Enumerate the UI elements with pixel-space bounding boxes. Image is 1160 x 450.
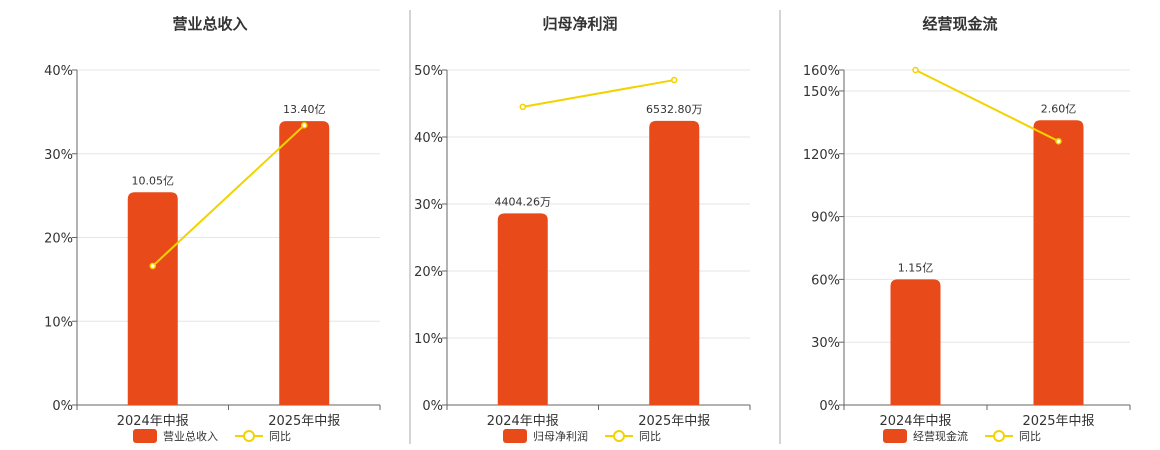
- yoy-point: [301, 122, 308, 129]
- legend-bar-swatch: [883, 429, 907, 443]
- legend-line-label: 同比: [1019, 430, 1041, 443]
- legend: 经营现金流 同比: [883, 429, 1041, 443]
- legend-bar-label: 营业总收入: [163, 429, 218, 443]
- bar-data-label: 6532.80万: [646, 103, 703, 116]
- bar: [497, 213, 548, 405]
- y-tick-label: 30%: [414, 198, 443, 213]
- y-tick-label: 120%: [803, 148, 840, 163]
- yoy-point: [671, 76, 678, 84]
- bar: [649, 120, 700, 406]
- x-category-label: 2025年中报: [268, 414, 340, 429]
- legend: 归母净利润 同比: [503, 429, 661, 443]
- chart-title: 营业总收入: [172, 15, 247, 33]
- y-tick-label: 0%: [422, 399, 443, 414]
- y-tick-label: 50%: [414, 64, 443, 79]
- yoy-point: [912, 66, 919, 74]
- y-tick-label: 40%: [44, 64, 73, 79]
- y-tick-label: 90%: [811, 211, 840, 226]
- yoy-line: [152, 124, 305, 267]
- chart-panel-2: 归母净利润 0% 10% 20% 30% 40% 50% 2024年中报 2025年中报 4404…: [409, 10, 751, 444]
- y-tick-label: 20%: [414, 265, 443, 280]
- bar-data-label: 13.40亿: [283, 103, 326, 116]
- legend: 营业总收入 同比: [133, 429, 291, 443]
- y-tick-label: 0%: [52, 399, 73, 414]
- legend-line-marker: [243, 430, 255, 442]
- legend-bar-swatch: [133, 429, 157, 443]
- x-category-label: 2024年中报: [487, 414, 559, 429]
- y-tick-label: 0%: [819, 399, 840, 414]
- legend-line-marker: [993, 430, 1005, 442]
- y-tick-label: 160%: [803, 64, 840, 79]
- chart-title: 经营现金流: [922, 15, 997, 33]
- y-tick-label: 30%: [44, 148, 73, 163]
- bar: [1033, 120, 1084, 405]
- bar: [279, 121, 330, 406]
- legend-bar-label: 经营现金流: [913, 429, 968, 443]
- y-tick-label: 10%: [44, 315, 73, 330]
- y-tick-label: 60%: [811, 273, 840, 288]
- y-tick-label: 30%: [811, 336, 840, 351]
- bar-data-label: 1.15亿: [898, 261, 934, 274]
- x-category-label: 2024年中报: [879, 414, 951, 429]
- yoy-line: [915, 69, 1059, 143]
- yoy-point: [149, 262, 156, 270]
- chart-panel-1: 营业总收入 0% 10% 20% 30% 40% 2024年中报 2025年中报 10.05亿 1…: [44, 15, 381, 443]
- legend-line-label: 同比: [639, 430, 661, 443]
- legend-bar-label: 归母净利润: [533, 429, 588, 443]
- y-tick-label: 10%: [414, 332, 443, 347]
- bar-data-label: 2.60亿: [1041, 102, 1077, 115]
- bar: [127, 192, 178, 405]
- chart-panel-3: 经营现金流 0% 30% 60% 90% 120% 150% 160% 2024年中报 2025年…: [779, 10, 1131, 444]
- x-category-label: 2025年中报: [1022, 414, 1094, 429]
- legend-line-label: 同比: [269, 430, 291, 443]
- legend-bar-swatch: [503, 429, 527, 443]
- yoy-point: [519, 103, 526, 111]
- bar-data-label: 4404.26万: [495, 195, 552, 208]
- bar-data-label: 10.05亿: [132, 174, 175, 187]
- chart-title: 归母净利润: [542, 15, 617, 33]
- yoy-line: [522, 79, 675, 108]
- bar: [890, 279, 941, 405]
- yoy-point: [1055, 137, 1062, 145]
- legend-line-marker: [613, 430, 625, 442]
- x-category-label: 2024年中报: [117, 414, 189, 429]
- y-tick-label: 150%: [803, 85, 840, 100]
- y-tick-label: 40%: [414, 131, 443, 146]
- x-category-label: 2025年中报: [638, 414, 710, 429]
- y-tick-label: 20%: [44, 232, 73, 247]
